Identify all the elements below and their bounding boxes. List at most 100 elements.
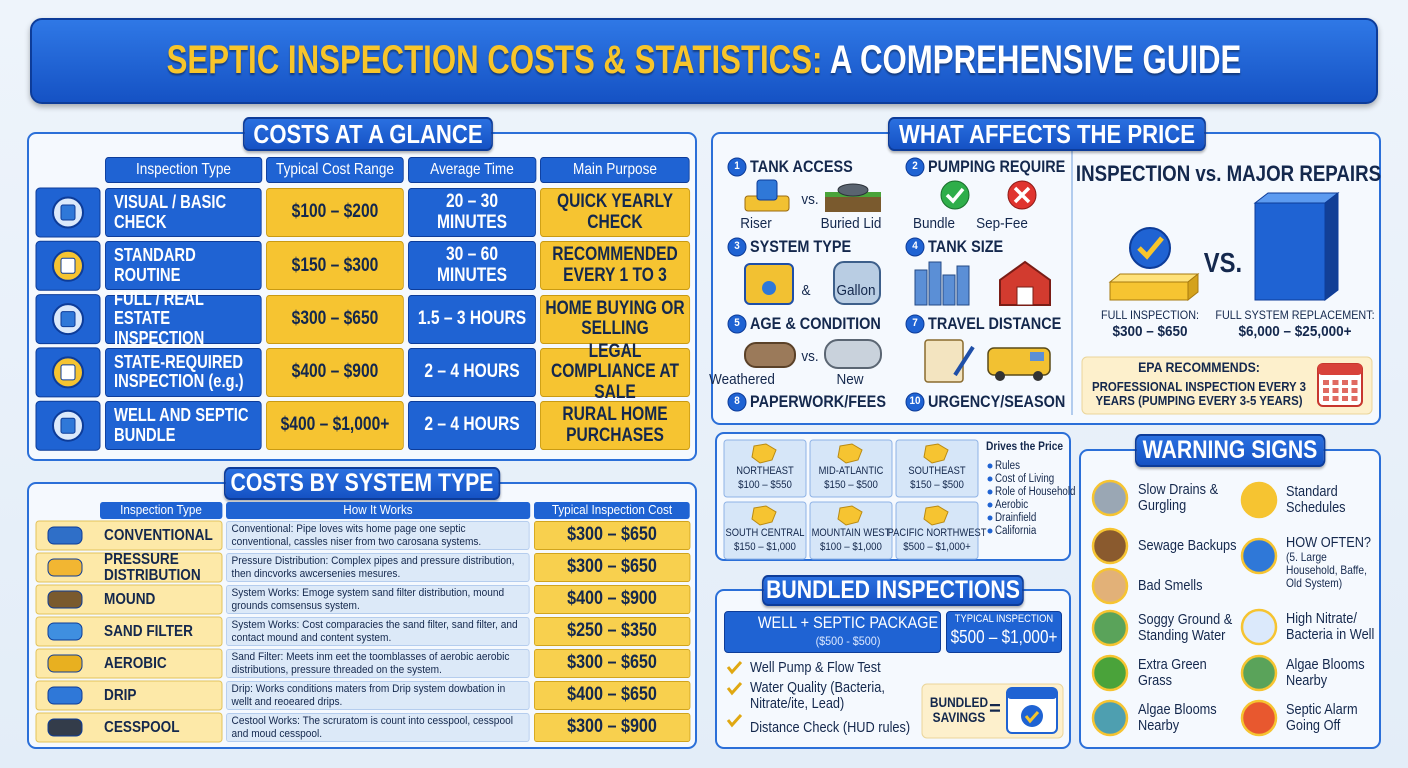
title: SEPTIC INSPECTION COSTS & STATISTICS: A … [167, 39, 1242, 82]
type-cost: $300 – $650 [534, 649, 690, 678]
warning-sign: Septic Alarm Going Off [1286, 700, 1358, 734]
type-name: SAND FILTER [104, 622, 193, 640]
how-it-works: Cestool Works: The scruratom is count in… [226, 713, 530, 742]
driver-bullet [987, 502, 993, 508]
comparison-value: $6,000 – $25,000+ [1238, 322, 1352, 340]
factor-label: TRAVEL DISTANCE [928, 313, 1062, 333]
inspection-check [1137, 236, 1164, 260]
driver: Drainfield [995, 511, 1037, 524]
region-shape [751, 443, 777, 464]
table-cell: $150 – $300 [266, 241, 404, 291]
driver-bullet [987, 515, 993, 521]
table-cell: QUICK YEARLY CHECK [540, 188, 690, 237]
how-it-works: Drip: Works conditions maters from Drip … [226, 681, 530, 710]
warning-icon [1091, 527, 1129, 565]
region-shape [751, 505, 777, 526]
warning-sign: Standard Schedules [1286, 482, 1346, 516]
factor-caption: & [801, 281, 811, 299]
barn [999, 260, 1051, 306]
replacement-bar-top [1253, 192, 1340, 204]
check-mark [726, 713, 743, 728]
drivers-title: Drives the Price [986, 439, 1064, 454]
factor-number-badge [905, 314, 925, 334]
warning-icon [1240, 481, 1278, 519]
warning-sign: High Nitrate/ Bacteria in Well [1286, 609, 1375, 643]
row-icon-detail [60, 311, 76, 328]
region-cost: $150 – $500 [824, 479, 878, 492]
warning-icon [1240, 699, 1278, 737]
column-header: Inspection Type [105, 157, 262, 183]
comparison-title: INSPECTION vs. MAJOR REPAIRS [1075, 161, 1382, 187]
factor-caption: Weathered [709, 370, 775, 388]
inspection-check-badge [1129, 227, 1171, 269]
region-cost: $100 – $550 [738, 479, 792, 492]
factor-caption: Sep-Fee [976, 214, 1028, 232]
bundle-check: Well Pump & Flow Test [750, 658, 881, 676]
warning-icon [1091, 567, 1129, 605]
warning-icon [1091, 479, 1129, 517]
region-shape [837, 505, 863, 526]
factor-number: 5 [734, 317, 740, 330]
table-cell: 2 – 4 HOURS [408, 401, 536, 451]
region-cost: $150 – $1,000 [734, 541, 796, 554]
inspection-slab-top [1108, 273, 1200, 283]
type-icon [47, 718, 83, 737]
region-cost: $500 – $1,000+ [903, 541, 971, 554]
van-window [1030, 352, 1044, 361]
region-tile [723, 501, 807, 560]
section-title: BUNDLED INSPECTIONS [762, 575, 1024, 606]
comparison-label: FULL INSPECTION: [1100, 307, 1200, 322]
table-cell: STANDARD ROUTINE [105, 241, 262, 291]
warning-sign: Bad Smells [1138, 576, 1203, 594]
warning-sign: Algae Blooms Nearby [1286, 655, 1365, 689]
factor-number-badge [905, 237, 925, 257]
table-cell: RECOMMENDED EVERY 1 TO 3 [540, 241, 690, 291]
type-cost: $400 – $900 [534, 585, 690, 614]
column-header: Typical Inspection Cost [534, 502, 690, 519]
replacement-bar [1254, 202, 1326, 301]
savings-label: BUNDLED SAVINGS [929, 693, 989, 725]
warning-icon [1240, 537, 1278, 575]
calendar-cell [1323, 388, 1329, 393]
inspection-slab [1109, 281, 1189, 301]
table-cell: 30 – 60 MINUTES [408, 241, 536, 291]
city-building [914, 269, 928, 306]
check-mark [726, 681, 743, 696]
factor-number: 4 [912, 240, 918, 253]
type-cell-bg [35, 616, 223, 647]
type-name: MOUND [104, 590, 156, 608]
title-highlight: SEPTIC INSPECTION COSTS & STATISTICS: [166, 38, 823, 83]
warning-detail: (5. Large Household, Baffe, Old System) [1286, 550, 1367, 590]
warning-sign: Soggy Ground & Standing Water [1138, 610, 1233, 644]
warning-sign: Sewage Backups [1138, 536, 1237, 554]
factor-number: 1 [734, 160, 740, 173]
type-cost: $300 – $650 [534, 553, 690, 582]
driver: Role of Household [995, 485, 1076, 498]
section-title: WARNING SIGNS [1135, 434, 1325, 467]
replacement-bar-side [1324, 191, 1339, 302]
type-icon [47, 654, 83, 673]
buried-ground [825, 196, 881, 212]
type-name: AEROBIC [104, 654, 167, 672]
calendar-cell [1332, 388, 1339, 393]
typical-box [946, 611, 1062, 653]
region-name: NORTHEAST [736, 465, 794, 478]
savings-check [1024, 711, 1040, 724]
fee-x [1013, 186, 1031, 204]
calendar-cell [1351, 396, 1358, 401]
epa-box [1081, 356, 1373, 415]
warning-icon [1091, 609, 1129, 647]
type-cell-bg [35, 712, 223, 743]
driver: California [995, 524, 1037, 537]
region-tile [895, 439, 979, 498]
comparison-label: FULL SYSTEM REPLACEMENT: [1215, 307, 1375, 322]
savings-calendar-top [1007, 688, 1057, 699]
factor-number: 2 [912, 160, 918, 173]
region-tile [809, 439, 893, 498]
title-rest: A COMPREHENSIVE GUIDE [829, 38, 1242, 83]
type-name: PRESSURE DISTRIBUTION [104, 551, 201, 584]
factor-caption: Gallon [836, 281, 876, 299]
type-cell-bg [35, 584, 223, 615]
